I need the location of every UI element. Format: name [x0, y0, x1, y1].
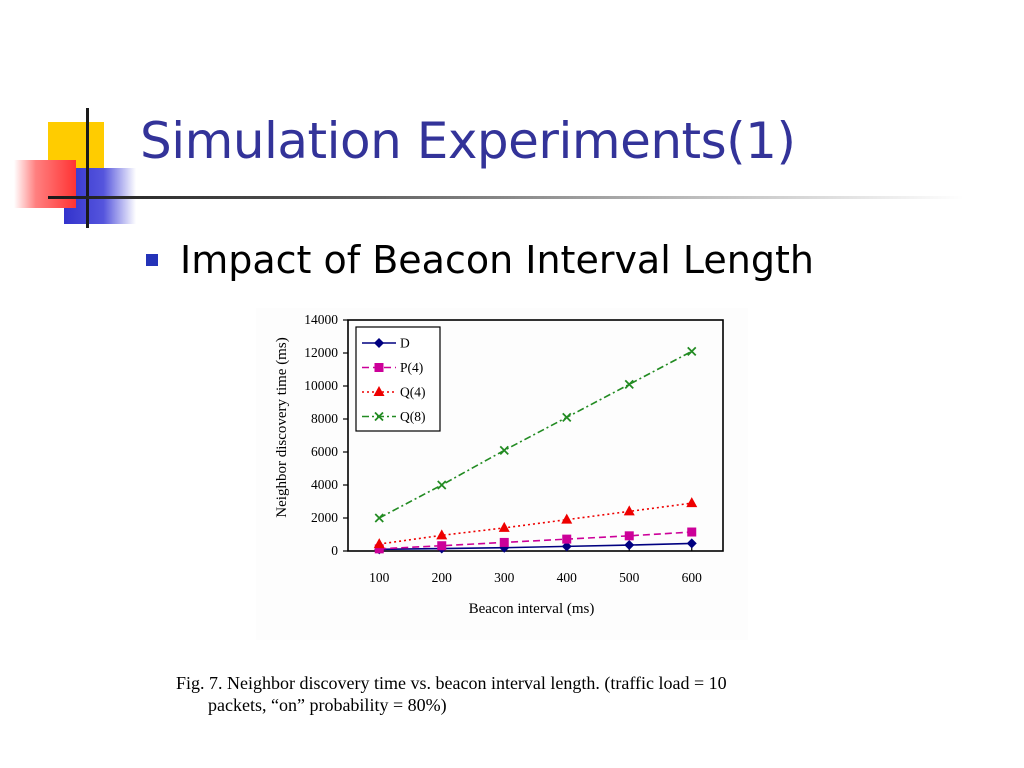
y-tick-label: 6000: [311, 444, 338, 459]
legend-label-q4: Q(4): [400, 385, 426, 400]
series-line-q4: [379, 502, 692, 545]
data-point-p4: [687, 527, 697, 537]
legend-marker-d: [374, 338, 384, 348]
data-point-d: [686, 538, 697, 549]
x-tick-label: 100: [369, 570, 390, 585]
y-tick-label: 14000: [304, 312, 338, 327]
caption-line-1: Fig. 7. Neighbor discovery time vs. beac…: [176, 673, 727, 693]
caption-line-2: packets, “on” probability = 80%): [208, 695, 447, 715]
legend-box: [355, 326, 441, 432]
x-axis-label: Beacon interval (ms): [469, 601, 595, 617]
chart-figure: 0 2000 4000 6000 8000 10000 12000 14000 100 200 30…: [256, 308, 748, 640]
y-tick-label: 8000: [311, 411, 338, 426]
legend-marker-p4: [374, 363, 384, 372]
data-point-q4: [623, 505, 635, 516]
y-tick-label: 10000: [304, 378, 338, 393]
data-point-q8: [437, 480, 447, 490]
bullet-marker-icon: [146, 254, 158, 266]
legend-marker-q8: [374, 411, 384, 422]
data-point-q8: [374, 513, 384, 523]
decorative-red-square: [14, 160, 76, 208]
slide-title: Simulation Experiments(1): [140, 112, 796, 170]
decorative-vertical-line: [86, 108, 89, 228]
data-point-q4: [436, 529, 448, 540]
x-tick-label: 400: [557, 570, 578, 585]
series-line-d: [379, 542, 692, 551]
x-tick-label: 200: [432, 570, 453, 585]
bullet-item: Impact of Beacon Interval Length: [146, 238, 814, 282]
data-point-q4: [373, 538, 385, 549]
data-point-q4: [561, 513, 573, 524]
figure-caption: Fig. 7. Neighbor discovery time vs. beac…: [176, 672, 856, 716]
x-tick-label: 500: [619, 570, 640, 585]
data-point-q8: [687, 346, 697, 356]
series-line-p4: [379, 531, 692, 550]
y-tick-label: 12000: [304, 345, 338, 360]
y-tick-label: 2000: [311, 510, 338, 525]
data-point-d: [561, 541, 572, 552]
data-point-p4: [437, 541, 447, 551]
legend-label-p4: P(4): [400, 360, 423, 375]
title-divider: [48, 196, 964, 199]
data-point-p4: [374, 544, 384, 554]
legend-marker-q4: [373, 386, 385, 396]
data-point-d: [624, 540, 635, 551]
chart-svg: 0 2000 4000 6000 8000 10000 12000 14000 100 200 30…: [274, 312, 724, 617]
data-point-p4: [562, 534, 572, 544]
legend-label-q8: Q(8): [400, 409, 426, 424]
data-point-q4: [498, 521, 510, 532]
y-tick-label: 4000: [311, 477, 338, 492]
legend-label-d: D: [400, 336, 410, 351]
data-point-p4: [499, 537, 509, 547]
plot-frame: [347, 319, 724, 552]
data-point-q8: [562, 412, 572, 422]
x-tick-label: 300: [494, 570, 515, 585]
data-point-q8: [499, 445, 509, 455]
y-tick-label: 0: [331, 543, 338, 558]
bullet-text: Impact of Beacon Interval Length: [180, 238, 814, 282]
data-point-p4: [624, 531, 634, 541]
y-axis-label: Neighbor discovery time (ms): [274, 337, 290, 517]
data-point-q4: [686, 497, 698, 508]
x-tick-label: 600: [682, 570, 703, 585]
data-point-q8: [624, 379, 634, 389]
series-line-q8: [378, 350, 693, 519]
